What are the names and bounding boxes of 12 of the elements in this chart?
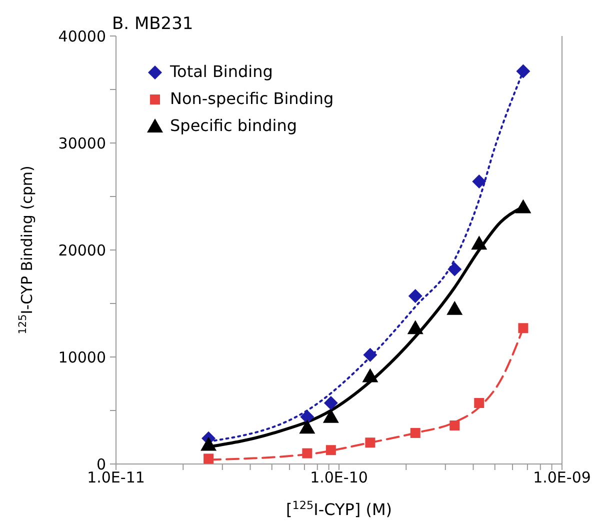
legend-label: Non-specific Binding: [170, 89, 334, 108]
legend-label: Specific binding: [170, 116, 297, 135]
x-axis-title: [$^{125}$I-CYP] (M): [286, 498, 392, 519]
y-tick-label: 10000: [58, 348, 106, 366]
x-tick-label: 1.0E-10: [310, 468, 368, 487]
y-tick-label: 20000: [58, 241, 106, 260]
x-tick-label: 1.0E-09: [533, 468, 591, 487]
x-tick-label: 1.0E-11: [87, 468, 145, 487]
y-tick-label: 30000: [58, 134, 106, 152]
chart-title: B. MB231: [112, 14, 194, 34]
y-tick-label: 40000: [58, 27, 106, 46]
legend-label: Total Binding: [170, 62, 273, 81]
